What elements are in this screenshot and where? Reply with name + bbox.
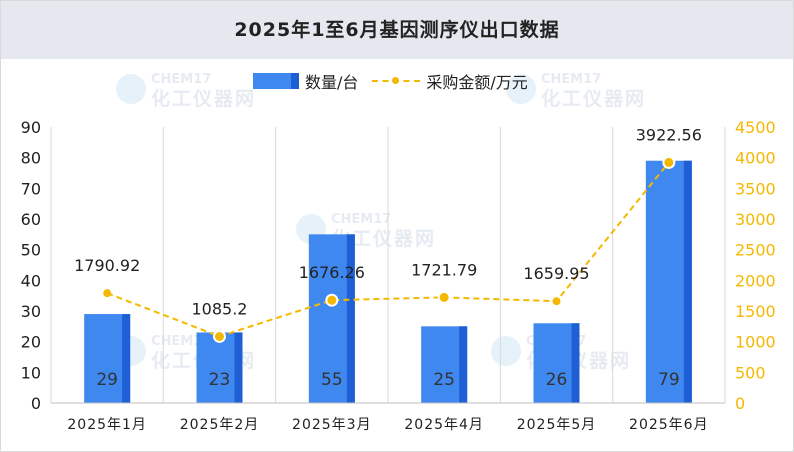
line-point: [552, 297, 561, 306]
legend-item-amount: 采购金额/万元: [372, 69, 528, 93]
line-point: [213, 329, 226, 343]
y-left-tick-label: 90: [21, 118, 41, 137]
line-point: [437, 290, 451, 304]
line-value-label: 3922.56: [636, 125, 702, 144]
bar-value-label: 26: [546, 370, 568, 390]
line-value-label: 1676.26: [299, 263, 365, 282]
bar-side: [122, 314, 131, 403]
axes: 0 10 20 30 40 50 60 70 80 90 0 500 1000 1500 2000 2500 3…: [21, 118, 776, 433]
y-right-tick-label: 2000: [735, 271, 776, 290]
line-value-label: 1790.92: [74, 256, 140, 275]
watermark-logo-icon: [491, 336, 521, 366]
x-tick-label: 2025年3月: [292, 417, 372, 433]
legend-label-amount: 采购金额/万元: [426, 73, 528, 92]
watermark-logo-icon: [116, 74, 146, 104]
y-left-tick-label: 30: [21, 302, 41, 321]
y-right-tick-label: 500: [735, 363, 766, 382]
watermark-brand: CHEM17: [541, 72, 601, 87]
line-point: [325, 293, 339, 307]
watermark-text: 化工仪器网: [151, 87, 256, 110]
legend-label-quantity: 数量/台: [305, 73, 359, 92]
y-left-tick-label: 40: [21, 271, 41, 290]
bar-side: [571, 323, 580, 403]
x-tick-label: 2025年5月: [517, 417, 597, 433]
line-point: [662, 155, 676, 169]
legend-line-swatch: [372, 73, 421, 89]
x-tick-label: 2025年6月: [629, 417, 709, 433]
y-left-tick-label: 10: [21, 363, 41, 382]
line-value-label: 1721.79: [411, 260, 477, 279]
x-tick-label: 2025年2月: [180, 417, 260, 433]
y-left-tick-label: 20: [21, 333, 41, 352]
bar-value-label: 79: [658, 370, 680, 390]
legend-bar-swatch: [253, 73, 299, 89]
chart-title: 2025年1至6月基因测序仪出口数据: [234, 19, 560, 41]
x-tick-label: 2025年1月: [67, 417, 147, 433]
grid-lines: [50, 127, 726, 403]
line-value-label: 1085.2: [192, 299, 248, 318]
watermark-brand: CHEM17: [331, 212, 391, 227]
bar-value-label: 55: [321, 370, 343, 390]
y-left-tick-label: 80: [21, 149, 41, 168]
legend-item-quantity: 数量/台: [253, 69, 358, 93]
watermark-text: 化工仪器网: [541, 87, 646, 110]
watermark-text: 化工仪器网: [331, 227, 436, 250]
bar-side: [683, 160, 692, 403]
line-value-label: 1659.95: [523, 264, 589, 283]
y-right-tick-label: 4500: [735, 118, 776, 137]
bar-side: [234, 332, 243, 403]
y-right-tick-label: 1500: [735, 302, 776, 321]
legend: 数量/台 采购金额/万元: [253, 69, 542, 93]
y-left-tick-label: 0: [31, 394, 41, 413]
watermark-brand: CHEM17: [151, 334, 211, 349]
y-right-tick-label: 2500: [735, 241, 776, 260]
line-path: [106, 161, 670, 338]
bar-value-label: 25: [433, 370, 455, 390]
title-bar: 2025年1至6月基因测序仪出口数据: [1, 1, 793, 59]
bar-series: 29 23 55 25 26 79: [84, 160, 692, 403]
line-series: 1790.92 1085.2 1676.26 1721.79 1659.95 3922.5…: [74, 125, 702, 343]
watermark-logo-icon: [506, 74, 536, 104]
bar-value-label: 29: [96, 370, 118, 390]
x-tick-label: 2025年4月: [404, 417, 484, 433]
y-left-tick-label: 70: [21, 179, 41, 198]
y-right-tick-label: 3000: [735, 210, 776, 229]
watermark-brand: CHEM17: [151, 72, 211, 87]
y-right-tick-label: 4000: [735, 149, 776, 168]
bar-side: [346, 234, 355, 403]
y-right-tick-label: 1000: [735, 333, 776, 352]
y-right-tick-label: 3500: [735, 179, 776, 198]
bar-side: [459, 326, 468, 403]
y-left-tick-label: 60: [21, 210, 41, 229]
y-right-tick-label: 0: [735, 394, 745, 413]
line-point: [103, 289, 112, 298]
bar-value-label: 23: [209, 370, 231, 390]
y-left-tick-label: 50: [21, 241, 41, 260]
